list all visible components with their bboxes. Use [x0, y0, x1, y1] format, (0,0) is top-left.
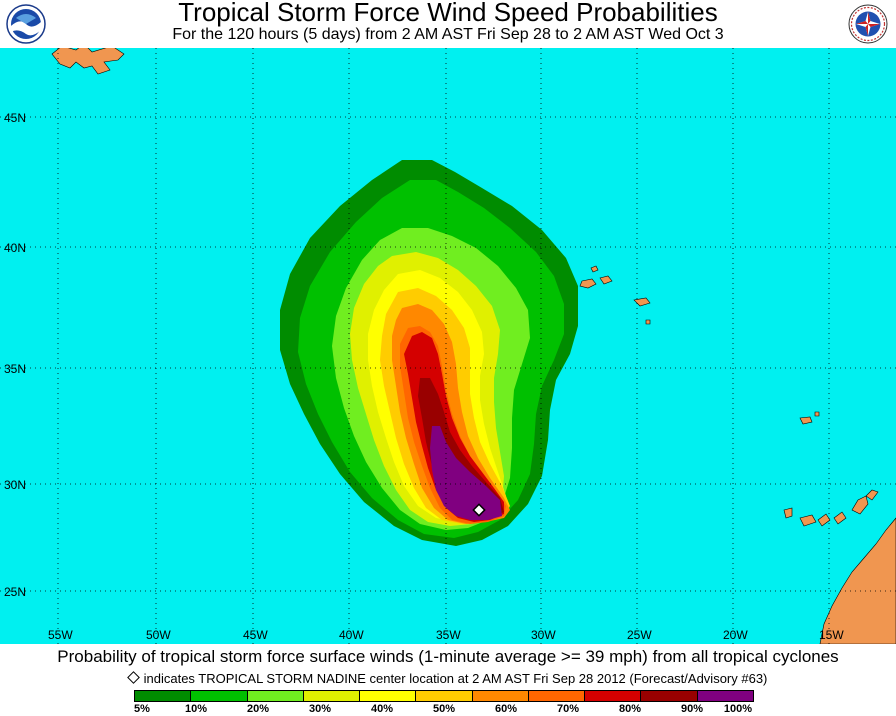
probability-contours: [280, 160, 578, 546]
latitude-label: 45N: [4, 111, 26, 125]
longitude-label: 40W: [339, 628, 364, 642]
legend-swatch: [135, 691, 192, 701]
azores-island-1: [579, 278, 597, 289]
legend-swatch: [360, 691, 417, 701]
longitude-label: 15W: [819, 628, 844, 642]
legend-label: 10%: [184, 703, 208, 715]
diamond-icon: [126, 671, 140, 684]
national-weather-service-logo-icon: [848, 4, 888, 44]
legend-label: 60%: [494, 703, 518, 715]
madeira-islet: [814, 411, 820, 417]
legend-label: 100%: [723, 703, 753, 715]
center-location-note: indicates TROPICAL STORM NADINE center l…: [0, 671, 896, 686]
legend-swatch: [641, 691, 698, 701]
legend-label: 30%: [308, 703, 332, 715]
newfoundland-land: [51, 48, 125, 75]
latitude-label: 25N: [4, 585, 26, 599]
longitude-labels: 55W 50W 45W 40W 35W 30W 25W 20W 15W: [48, 628, 844, 642]
footer: Probability of tropical storm force surf…: [0, 644, 896, 716]
legend-label: 90%: [680, 703, 704, 715]
latitude-label: 30N: [4, 478, 26, 492]
azores-island-5: [645, 319, 651, 325]
legend-label: 40%: [370, 703, 394, 715]
longitude-label: 30W: [531, 628, 556, 642]
longitude-label: 50W: [146, 628, 171, 642]
legend-swatch: [303, 691, 361, 701]
legend-label: 50%: [432, 703, 456, 715]
legend-label: 80%: [618, 703, 642, 715]
legend-label: 5%: [134, 703, 150, 715]
latitude-label: 35N: [4, 362, 26, 376]
canary-island-4: [833, 511, 847, 525]
legend-swatch: [247, 691, 304, 701]
latitude-label: 40N: [4, 241, 26, 255]
legend-swatch: [585, 691, 642, 701]
legend-swatch: [191, 691, 248, 701]
madeira-island: [799, 416, 813, 425]
legend-color-bar: [134, 690, 754, 702]
longitude-label: 25W: [627, 628, 652, 642]
longitude-label: 35W: [436, 628, 461, 642]
azores-island-3: [633, 297, 651, 307]
probability-contour-11: [430, 426, 502, 520]
map-caption: Probability of tropical storm force surf…: [57, 647, 839, 666]
land-masses: [51, 48, 896, 644]
latitude-labels: 45N 40N 35N 30N 25N: [4, 111, 26, 599]
map-title: Tropical Storm Force Wind Speed Probabil…: [178, 0, 718, 27]
legend-labels: 5% 10% 20% 30% 40% 50% 60% 70% 80% 90% 100%: [134, 703, 754, 716]
canary-island-1: [783, 507, 793, 519]
storm-center-marker: [472, 503, 486, 517]
noaa-logo-icon: [6, 4, 46, 44]
azores-island-4: [590, 265, 599, 273]
azores-island-2: [599, 275, 613, 285]
longitude-label: 20W: [723, 628, 748, 642]
header: Tropical Storm Force Wind Speed Probabil…: [0, 0, 896, 48]
longitude-label: 55W: [48, 628, 73, 642]
africa-coast: [819, 517, 896, 644]
center-location-text: indicates TROPICAL STORM NADINE center l…: [143, 671, 768, 686]
canary-island-3: [817, 513, 831, 527]
legend-swatch: [528, 691, 586, 701]
canary-island-5: [851, 495, 869, 515]
legend-label: 20%: [246, 703, 270, 715]
legend-swatch: [472, 691, 529, 701]
map-subtitle: For the 120 hours (5 days) from 2 AM AST…: [172, 26, 724, 43]
canary-island-2: [799, 514, 817, 527]
legend-swatch: [416, 691, 473, 701]
legend-swatch: [697, 691, 753, 701]
canary-island-6: [865, 489, 879, 501]
longitude-label: 45W: [243, 628, 268, 642]
probability-map: 45N 40N 35N 30N 25N 55W 50W 45W 40W 35W 30W 25W 20W…: [0, 48, 896, 644]
legend-label: 70%: [556, 703, 580, 715]
probability-legend: 5% 10% 20% 30% 40% 50% 60% 70% 80% 90% 100%: [134, 690, 754, 716]
